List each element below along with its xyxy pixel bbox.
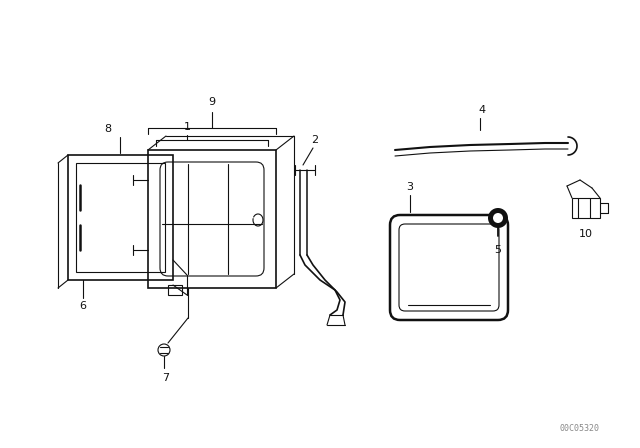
Text: 5: 5 — [495, 245, 502, 255]
Bar — [168, 285, 182, 295]
Text: 6: 6 — [79, 301, 86, 311]
Circle shape — [488, 208, 508, 228]
Text: 2: 2 — [312, 135, 319, 145]
Text: 1: 1 — [184, 122, 191, 132]
Text: 10: 10 — [579, 229, 593, 239]
Text: 3: 3 — [406, 182, 413, 192]
Text: 9: 9 — [209, 97, 216, 107]
Bar — [68, 155, 173, 280]
Bar — [148, 150, 276, 288]
Bar — [572, 198, 600, 218]
Text: 4: 4 — [479, 105, 486, 115]
Circle shape — [493, 213, 503, 223]
Bar — [76, 163, 165, 272]
Text: 8: 8 — [104, 124, 111, 134]
Text: 00C05320: 00C05320 — [560, 423, 600, 432]
Text: 7: 7 — [163, 373, 170, 383]
